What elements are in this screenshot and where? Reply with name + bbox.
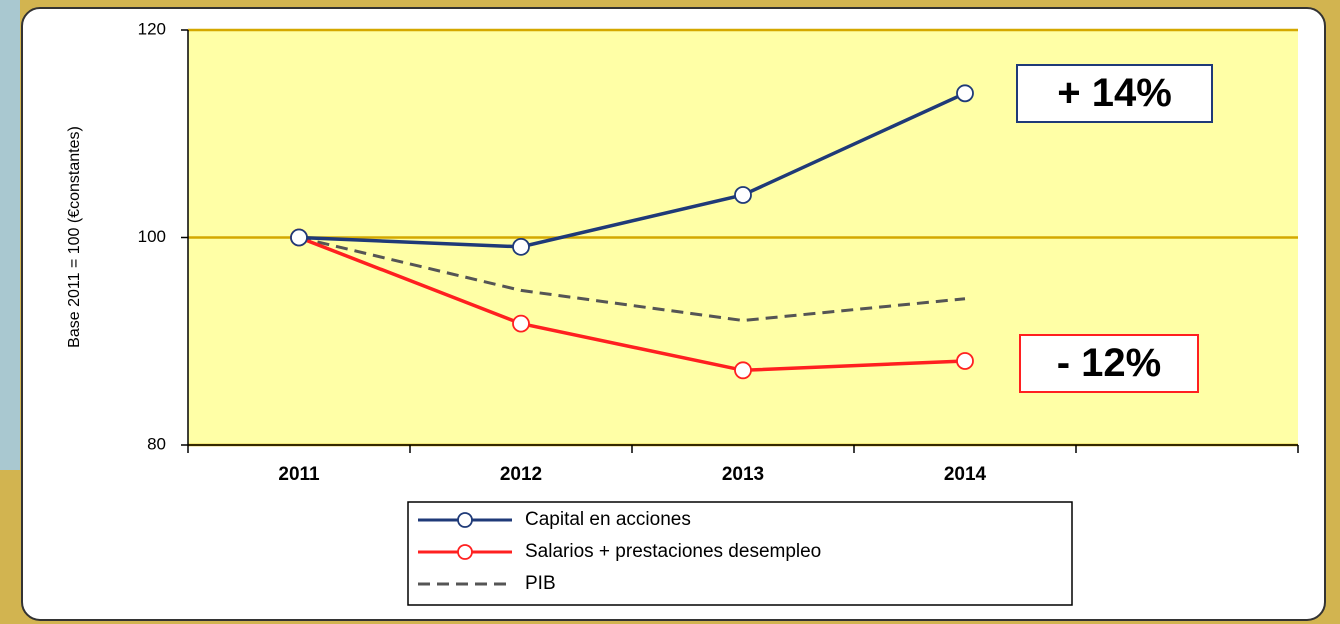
point (956, 84, 974, 103)
annotation: + 14% (1057, 71, 1172, 115)
legend-marker (457, 512, 473, 528)
annotation: - 12% (1057, 341, 1162, 385)
side-strip (0, 0, 20, 470)
y-tick-label: 80 (147, 434, 166, 453)
series-line (298, 91, 966, 249)
legend-label: PIB (525, 573, 556, 594)
x-tick-label: 2013 (722, 464, 764, 485)
point (290, 228, 308, 247)
legend-label: Capital en acciones (525, 509, 691, 530)
point (734, 186, 752, 204)
point (512, 237, 530, 256)
y-axis-label: Base 2011 = 100 (€constantes) (66, 126, 83, 348)
y-tick-label: 120 (138, 19, 166, 38)
point (512, 314, 530, 333)
legend-marker (457, 544, 473, 560)
annotation-box (1019, 334, 1199, 393)
x-tick-label: 2011 (278, 464, 320, 485)
legend-label: Salarios + prestaciones desempleo (525, 541, 821, 562)
series-line (298, 235, 966, 373)
y-tick-label: 100 (138, 227, 166, 246)
legend-box (407, 501, 1073, 606)
point (734, 361, 752, 380)
series-line (298, 236, 966, 323)
annotation-box (1016, 64, 1213, 123)
x-tick-label: 2014 (944, 464, 987, 485)
x-tick-label: 2012 (500, 464, 542, 485)
point (956, 352, 974, 370)
